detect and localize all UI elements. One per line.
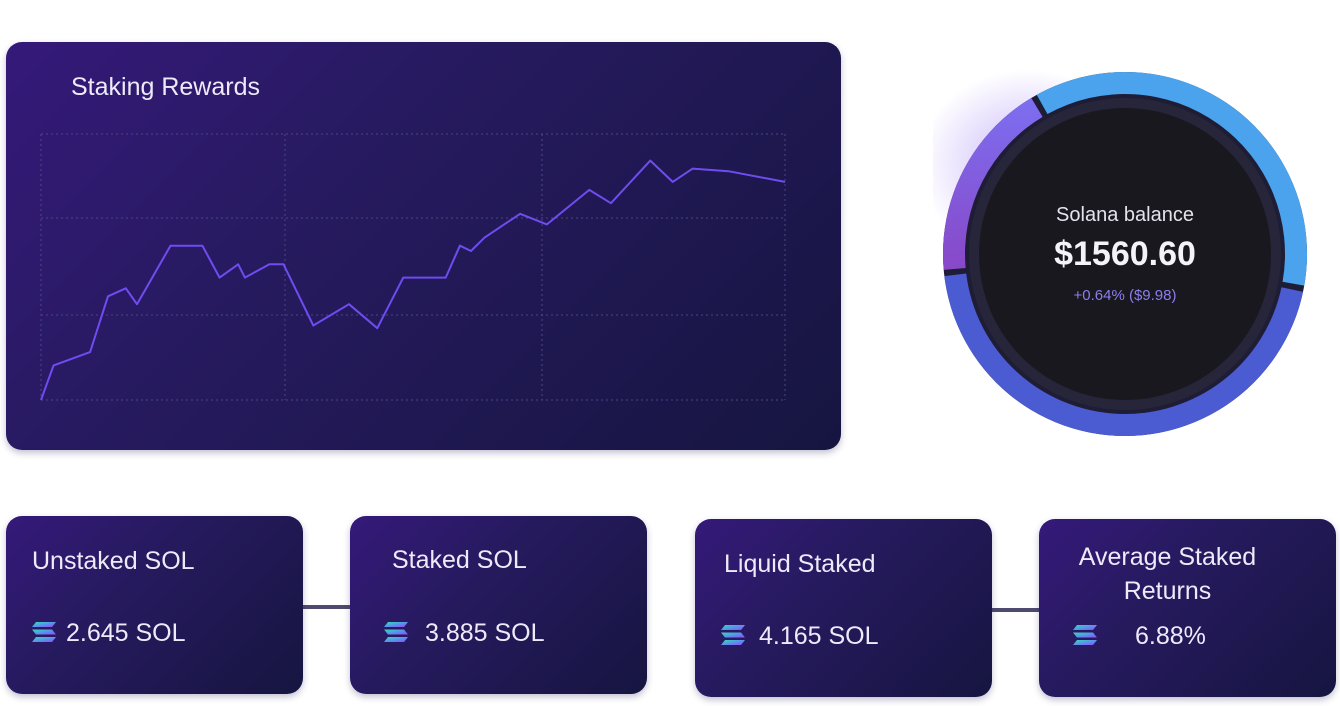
connector-line [302, 605, 351, 609]
staking-rewards-chart [40, 133, 786, 401]
stat-value: 2.645 SOL [66, 619, 186, 647]
staking-rewards-card: Staking Rewards [6, 42, 841, 450]
chart-title: Staking Rewards [71, 73, 260, 101]
ring-segment-indigo [944, 273, 1304, 437]
solana-icon [384, 622, 408, 642]
stat-value: 6.88% [1135, 622, 1206, 650]
balance-label: Solana balance [1056, 204, 1194, 226]
stat-value: 3.885 SOL [425, 619, 545, 647]
balance-ring [933, 69, 1307, 437]
balance-amount: $1560.60 [1054, 235, 1196, 273]
connector-line [991, 608, 1040, 612]
chart-marks [40, 159, 786, 401]
staked-sol-card: Staked SOL 3.885 SOL [350, 516, 647, 694]
series-line [40, 159, 786, 401]
average-staked-returns-card: Average Staked Returns 6.88% [1039, 519, 1336, 697]
solana-icon [1073, 625, 1097, 645]
stat-title: Liquid Staked [724, 550, 876, 578]
chart-grid [40, 133, 786, 401]
solana-icon [32, 622, 56, 642]
unstaked-sol-card: Unstaked SOL 2.645 SOL [6, 516, 303, 694]
stat-title: Average Staked Returns [1078, 543, 1257, 605]
stat-value: 4.165 SOL [759, 622, 879, 650]
ring-segments [943, 71, 1307, 437]
ring-center [979, 108, 1271, 400]
liquid-staked-card: Liquid Staked 4.165 SOL [695, 519, 992, 697]
balance-panel: Solana balance $1560.60 +0.64% ($9.98) [970, 130, 1280, 380]
ring-segment-violet [943, 97, 1043, 270]
balance-change: +0.64% ($9.98) [1073, 287, 1177, 304]
solana-icon [721, 625, 745, 645]
stat-title: Unstaked SOL [32, 547, 195, 575]
stat-title: Staked SOL [392, 546, 527, 574]
ring-segment-blue [1036, 71, 1307, 286]
